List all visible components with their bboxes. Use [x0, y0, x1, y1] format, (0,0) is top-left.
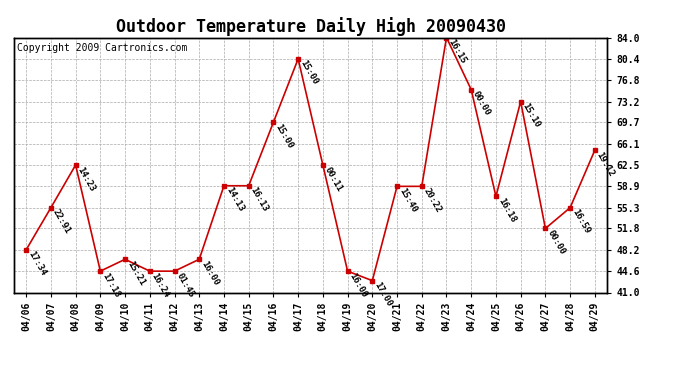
- Text: Copyright 2009 Cartronics.com: Copyright 2009 Cartronics.com: [17, 43, 187, 52]
- Text: 15:00: 15:00: [298, 59, 319, 87]
- Text: 14:13: 14:13: [224, 186, 245, 213]
- Text: 17:34: 17:34: [26, 250, 48, 278]
- Text: 16:24: 16:24: [150, 271, 171, 299]
- Text: 22:91: 22:91: [51, 208, 72, 236]
- Text: 14:23: 14:23: [76, 165, 97, 193]
- Text: 00:11: 00:11: [323, 165, 344, 193]
- Text: 16:15: 16:15: [446, 38, 468, 65]
- Text: 16:59: 16:59: [570, 208, 591, 236]
- Text: 16:13: 16:13: [248, 186, 270, 213]
- Text: 01:45: 01:45: [175, 271, 196, 299]
- Text: 17:00: 17:00: [373, 280, 393, 308]
- Title: Outdoor Temperature Daily High 20090430: Outdoor Temperature Daily High 20090430: [115, 17, 506, 36]
- Text: 16:18: 16:18: [496, 196, 518, 224]
- Text: 00:00: 00:00: [471, 90, 493, 117]
- Text: 15:21: 15:21: [125, 259, 146, 287]
- Text: 20:22: 20:22: [422, 186, 443, 214]
- Text: 00:00: 00:00: [545, 228, 566, 256]
- Text: 17:18: 17:18: [100, 271, 121, 299]
- Text: 16:00: 16:00: [199, 259, 221, 287]
- Text: 15:00: 15:00: [273, 122, 295, 150]
- Text: 15:40: 15:40: [397, 186, 418, 214]
- Text: 19:12: 19:12: [595, 150, 616, 178]
- Text: 16:00: 16:00: [348, 271, 369, 299]
- Text: 15:10: 15:10: [521, 102, 542, 129]
